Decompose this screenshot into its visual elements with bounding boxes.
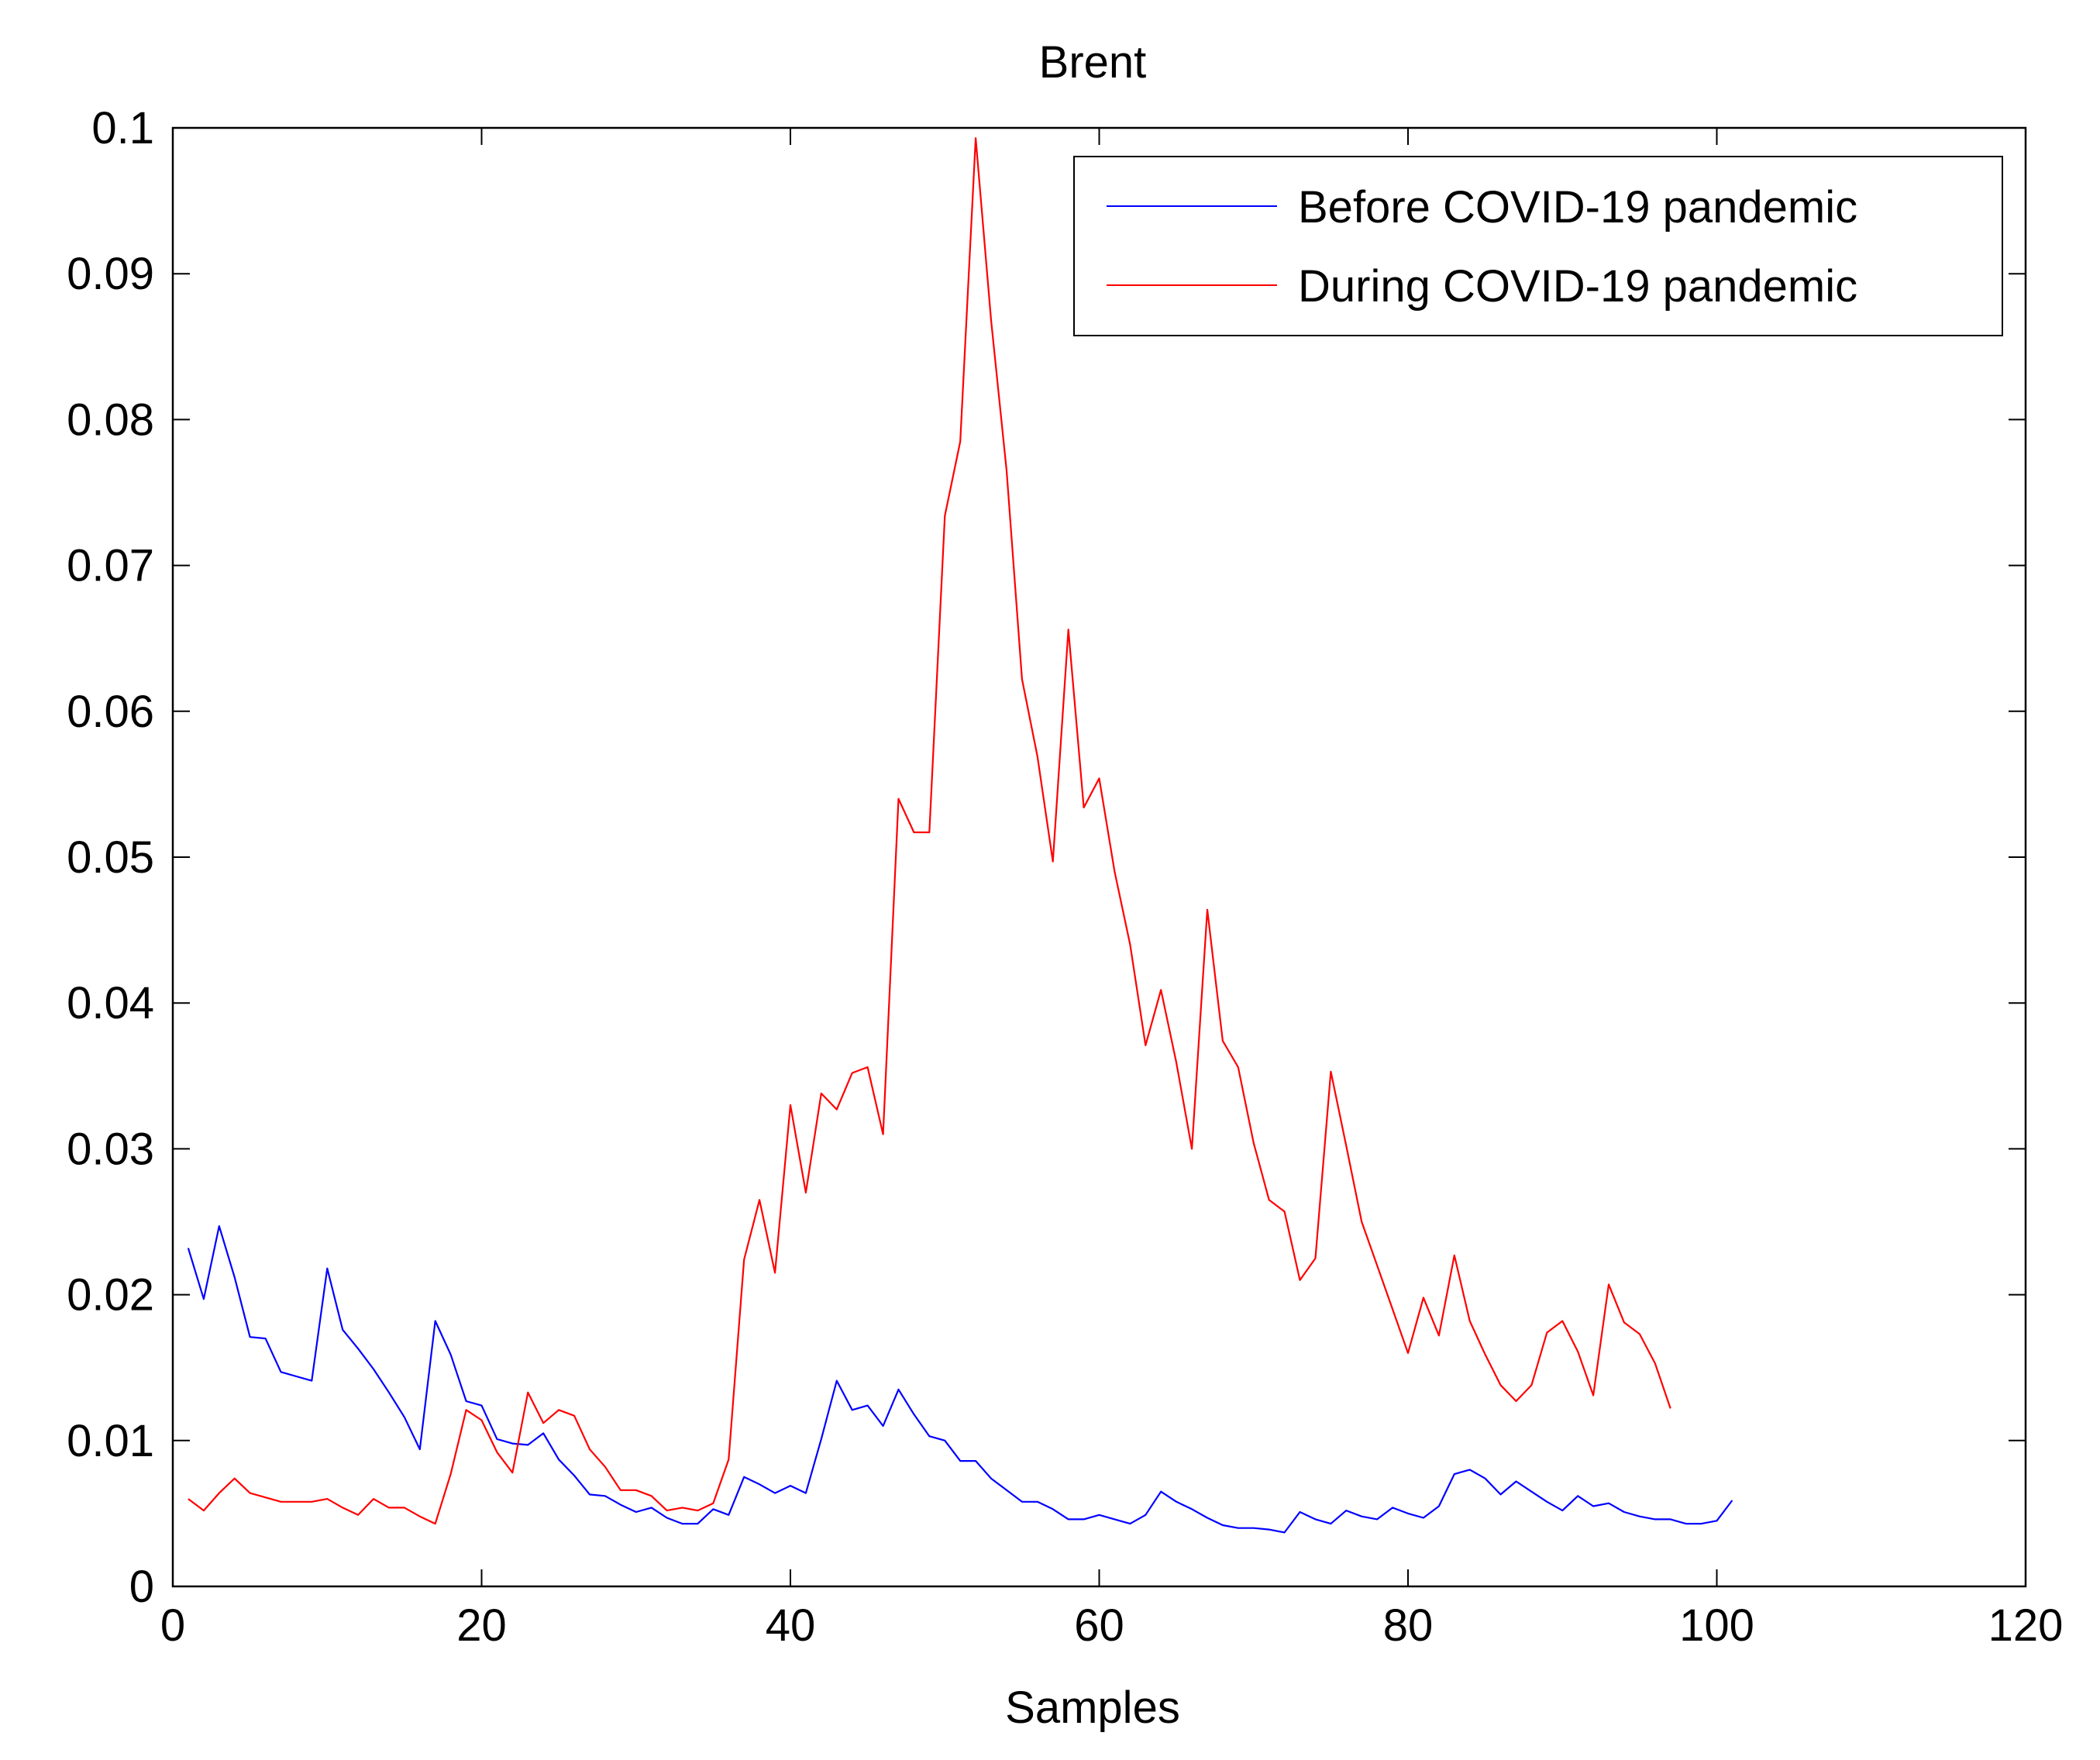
x-tick-label: 60: [1074, 1600, 1124, 1651]
y-tick-label: 0.05: [67, 832, 154, 883]
chart-title: Brent: [1039, 37, 1147, 88]
x-tick-label: 40: [766, 1600, 816, 1651]
x-axis-label: Samples: [1005, 1683, 1180, 1733]
y-tick-label: 0.02: [67, 1270, 154, 1321]
series-line-during-covid-19-pandemic: [188, 137, 1671, 1525]
x-tick-label: 20: [456, 1600, 507, 1651]
plot-area-frame: [171, 126, 2027, 1588]
legend-box: [1073, 156, 2003, 336]
y-tick-label: 0.04: [67, 978, 154, 1028]
x-tick-label: 0: [160, 1600, 185, 1651]
y-tick-label: 0.06: [67, 687, 154, 737]
y-tick-label: 0: [129, 1562, 154, 1612]
y-tick-label: 0.1: [91, 103, 154, 153]
x-tick-label: 120: [1988, 1600, 2064, 1651]
legend-label-during: During COVID-19 pandemic: [1298, 261, 1857, 312]
series-line-before-covid-19-pandemic: [187, 1224, 1733, 1534]
legend: Before COVID-19 pandemic During COVID-19…: [1073, 156, 2003, 336]
y-tick-label: 0.09: [67, 249, 154, 299]
y-tick-label: 0.07: [67, 541, 154, 591]
y-tick-label: 0.01: [67, 1416, 154, 1466]
y-tick-label: 0.03: [67, 1124, 154, 1174]
legend-label-before: Before COVID-19 pandemic: [1298, 182, 1857, 232]
x-tick-label: 100: [1679, 1600, 1754, 1651]
x-tick-label: 80: [1383, 1600, 1434, 1651]
y-tick-label: 0.08: [67, 394, 154, 445]
series-layer: [187, 137, 1733, 1534]
ticks-layer: 0 20 40 60 80 100 120 0 0.01 0.02 0.03 0.04 0.05 0.06…: [67, 103, 2063, 1651]
